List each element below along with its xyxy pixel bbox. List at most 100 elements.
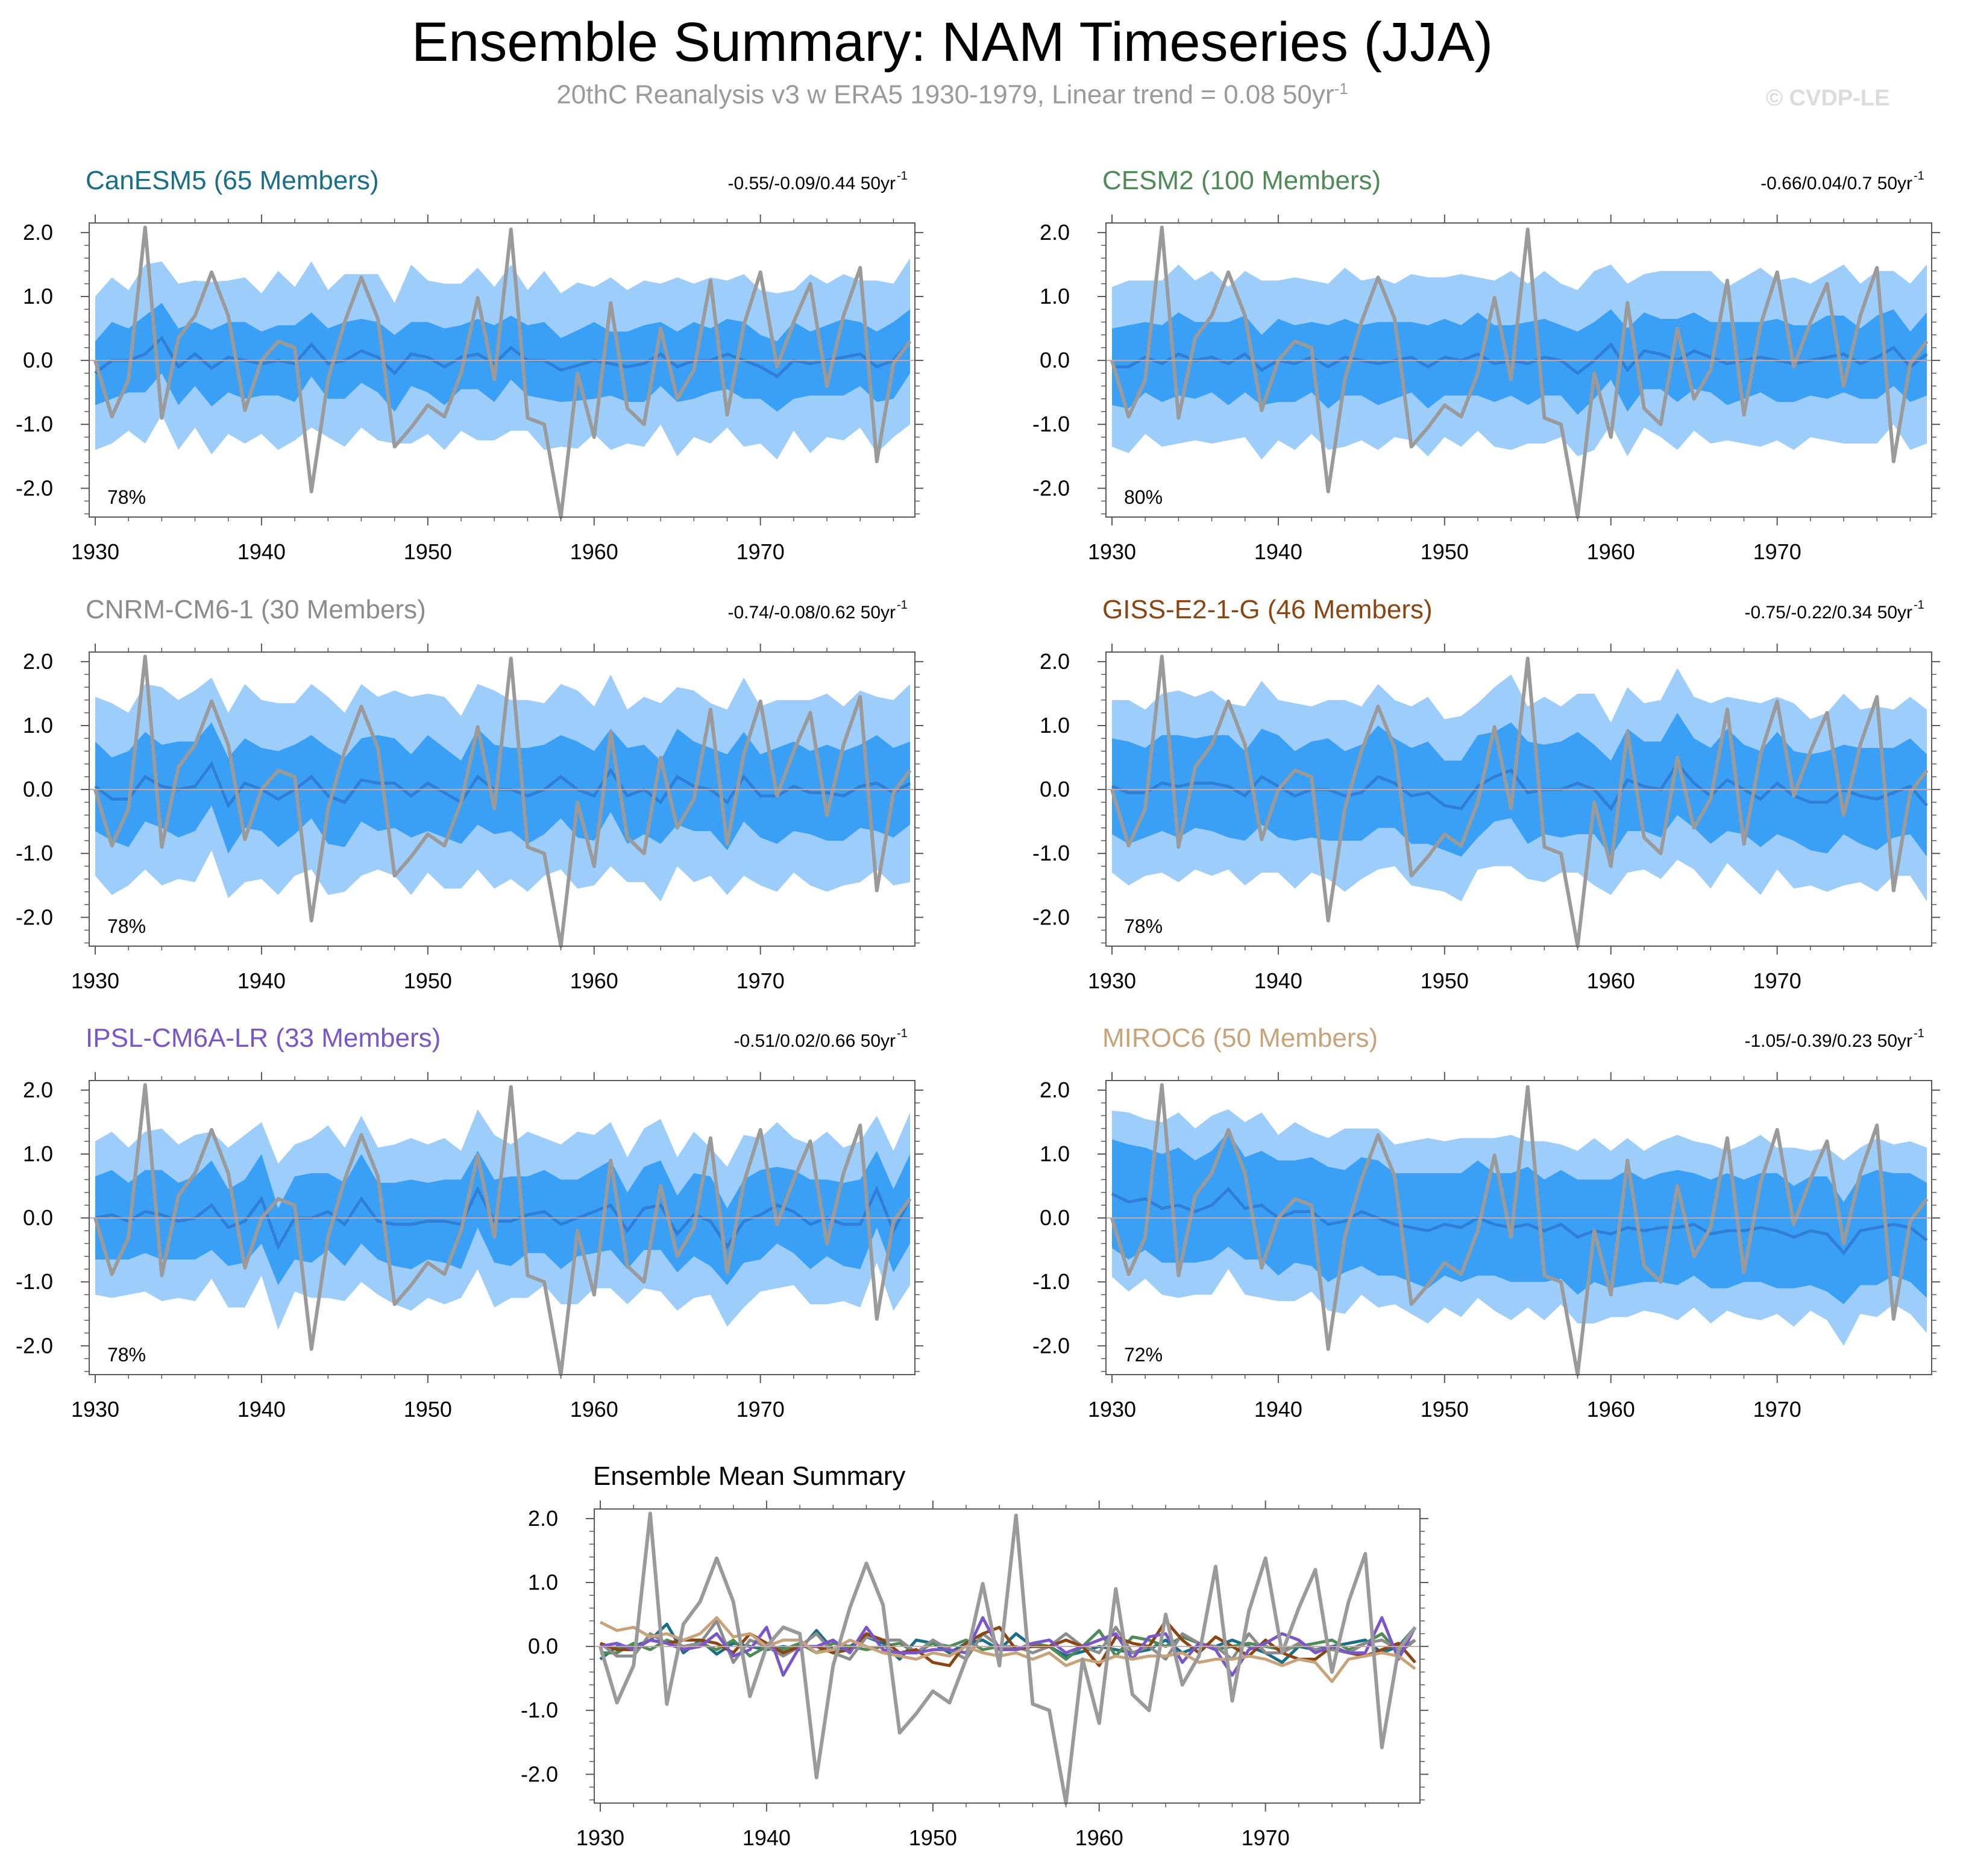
y-tick-label: -2.0 bbox=[1032, 905, 1070, 929]
y-tick-label: 1.0 bbox=[1040, 713, 1070, 738]
percent-within-label: 72% bbox=[1124, 1344, 1163, 1366]
y-tick-label: 2.0 bbox=[23, 220, 53, 245]
y-tick-label: 2.0 bbox=[528, 1506, 558, 1531]
y-tick-label: 1.0 bbox=[23, 1141, 53, 1166]
credit-watermark: © CVDP-LE bbox=[1766, 86, 1890, 111]
y-tick-label: -1.0 bbox=[1032, 841, 1070, 865]
trend-range-label: -0.51/0.02/0.66 50yr bbox=[733, 1031, 896, 1051]
x-tick-label: 1940 bbox=[1254, 539, 1302, 564]
observed-line bbox=[93, 1083, 912, 1376]
chart-panel-2: 2.0 1.0 0.0 -1.0 -2.0 1930 1940 1950 1960 1970 CNR… bbox=[16, 595, 923, 993]
summary-mean-line bbox=[600, 1619, 1416, 1667]
y-tick-label: -1.0 bbox=[16, 841, 53, 865]
plot-frame bbox=[1105, 222, 1932, 518]
ensemble-mean-line bbox=[1112, 342, 1928, 375]
x-tick-label: 1950 bbox=[1421, 539, 1469, 564]
ensemble-mean-line bbox=[1111, 761, 1928, 812]
x-tick-label: 1960 bbox=[570, 539, 618, 564]
y-tick-label: -2.0 bbox=[521, 1761, 558, 1786]
x-tick-label: 1930 bbox=[576, 1825, 624, 1850]
y-tick-label: -2.0 bbox=[16, 475, 53, 500]
x-tick-label: 1960 bbox=[1075, 1825, 1123, 1850]
y-tick-label: 2.0 bbox=[1040, 220, 1070, 245]
summary-observed-line bbox=[598, 1511, 1417, 1805]
x-tick-label: 1930 bbox=[71, 968, 119, 993]
x-tick-label: 1970 bbox=[737, 1397, 785, 1422]
y-tick-label: 0.0 bbox=[23, 1205, 53, 1230]
x-tick-label: 1940 bbox=[237, 539, 286, 564]
x-tick-label: 1970 bbox=[1242, 1825, 1290, 1850]
y-tick-label: 0.0 bbox=[1040, 777, 1070, 802]
x-tick-label: 1950 bbox=[404, 1397, 452, 1422]
x-tick-label: 1940 bbox=[743, 1825, 791, 1850]
x-tick-label: 1940 bbox=[1254, 1397, 1302, 1422]
trend-unit-superscript: -1 bbox=[897, 169, 908, 183]
observed-line bbox=[93, 225, 912, 519]
trend-unit-superscript: -1 bbox=[897, 598, 908, 612]
y-tick-label: 2.0 bbox=[23, 1078, 53, 1102]
observed-line bbox=[1110, 654, 1929, 948]
y-tick-label: -1.0 bbox=[521, 1698, 558, 1722]
y-tick-label: -1.0 bbox=[1032, 412, 1070, 436]
figure-title: Ensemble Summary: NAM Timeseries (JJA) bbox=[411, 11, 1493, 73]
subtitle-text: 20thC Reanalysis v3 w ERA5 1930-1979, Li… bbox=[556, 80, 1334, 110]
trend-range-label: -0.66/0.04/0.7 50yr bbox=[1760, 174, 1912, 193]
chart-panel-5: 2.0 1.0 0.0 -1.0 -2.0 1930 1940 1950 1960 1970 MIR… bbox=[1032, 1023, 1940, 1422]
chart-panel-3: 2.0 1.0 0.0 -1.0 -2.0 1930 1940 1950 1960 1970 GIS… bbox=[1032, 595, 1940, 993]
panel-title: IPSL-CM6A-LR (33 Members) bbox=[86, 1023, 441, 1053]
plot-frame bbox=[89, 1080, 916, 1375]
y-tick-label: 1.0 bbox=[1040, 1141, 1070, 1166]
chart-panel-4: 2.0 1.0 0.0 -1.0 -2.0 1930 1940 1950 1960 1970 IPS… bbox=[16, 1023, 923, 1422]
y-tick-label: -2.0 bbox=[1032, 1333, 1070, 1358]
panel-title: CESM2 (100 Members) bbox=[1102, 166, 1381, 195]
observed-line bbox=[1110, 225, 1929, 519]
x-tick-label: 1940 bbox=[237, 968, 286, 993]
panel-title: CanESM5 (65 Members) bbox=[86, 166, 379, 195]
y-tick-label: -2.0 bbox=[16, 905, 53, 929]
y-tick-label: 0.0 bbox=[23, 777, 53, 802]
x-tick-label: 1970 bbox=[1753, 539, 1801, 564]
trend-range-label: -0.74/-0.08/0.62 50yr bbox=[727, 603, 896, 623]
panel-title: MIROC6 (50 Members) bbox=[1102, 1023, 1378, 1053]
plot-frame bbox=[1105, 651, 1932, 947]
x-tick-label: 1930 bbox=[1088, 968, 1136, 993]
y-tick-label: 1.0 bbox=[23, 713, 53, 738]
y-tick-label: 0.0 bbox=[1040, 348, 1070, 372]
summary-title: Ensemble Mean Summary bbox=[593, 1461, 905, 1491]
y-tick-label: 0.0 bbox=[23, 348, 53, 372]
x-tick-label: 1960 bbox=[1587, 539, 1635, 564]
trend-unit-superscript: -1 bbox=[1914, 169, 1924, 183]
y-tick-label: 2.0 bbox=[23, 649, 53, 674]
percent-within-label: 78% bbox=[1124, 915, 1163, 937]
trend-unit-superscript: -1 bbox=[1914, 598, 1924, 612]
y-tick-label: 1.0 bbox=[23, 284, 53, 309]
x-tick-label: 1950 bbox=[909, 1825, 957, 1850]
x-tick-label: 1930 bbox=[1088, 539, 1136, 564]
chart-panel-1: 2.0 1.0 0.0 -1.0 -2.0 1930 1940 1950 1960 1970 CES… bbox=[1032, 166, 1940, 564]
y-tick-label: 0.0 bbox=[1040, 1205, 1070, 1230]
x-tick-label: 1940 bbox=[237, 1397, 286, 1422]
x-tick-label: 1940 bbox=[1254, 968, 1302, 993]
chart-panel-0: 2.0 1.0 0.0 -1.0 -2.0 1930 1940 1950 1960 1970 Can… bbox=[16, 166, 923, 564]
summary-mean-line bbox=[599, 1616, 1416, 1683]
percent-within-label: 78% bbox=[107, 915, 146, 937]
y-tick-label: -1.0 bbox=[1032, 1269, 1070, 1294]
x-tick-label: 1930 bbox=[71, 1397, 119, 1422]
x-tick-label: 1950 bbox=[1421, 968, 1469, 993]
x-tick-label: 1960 bbox=[1587, 1397, 1635, 1422]
plot-frame bbox=[594, 1508, 1421, 1804]
y-tick-label: -1.0 bbox=[16, 1269, 53, 1294]
y-tick-label: -1.0 bbox=[16, 412, 53, 436]
plot-frame bbox=[1105, 1080, 1932, 1375]
x-tick-label: 1950 bbox=[1421, 1397, 1469, 1422]
x-tick-label: 1960 bbox=[570, 968, 618, 993]
chart-panel-summary: 2.0 1.0 0.0 -1.0 -2.0 1930 1940 1950 1960 1970 Ens… bbox=[521, 1461, 1428, 1850]
ensemble-mean-line bbox=[1111, 1187, 1928, 1256]
x-tick-label: 1970 bbox=[1753, 1397, 1801, 1422]
y-tick-label: 2.0 bbox=[1040, 649, 1070, 674]
trend-range-label: -0.55/-0.09/0.44 50yr bbox=[727, 174, 896, 193]
x-tick-label: 1950 bbox=[404, 968, 452, 993]
percent-within-label: 78% bbox=[107, 1344, 146, 1366]
y-tick-label: 0.0 bbox=[528, 1634, 558, 1658]
